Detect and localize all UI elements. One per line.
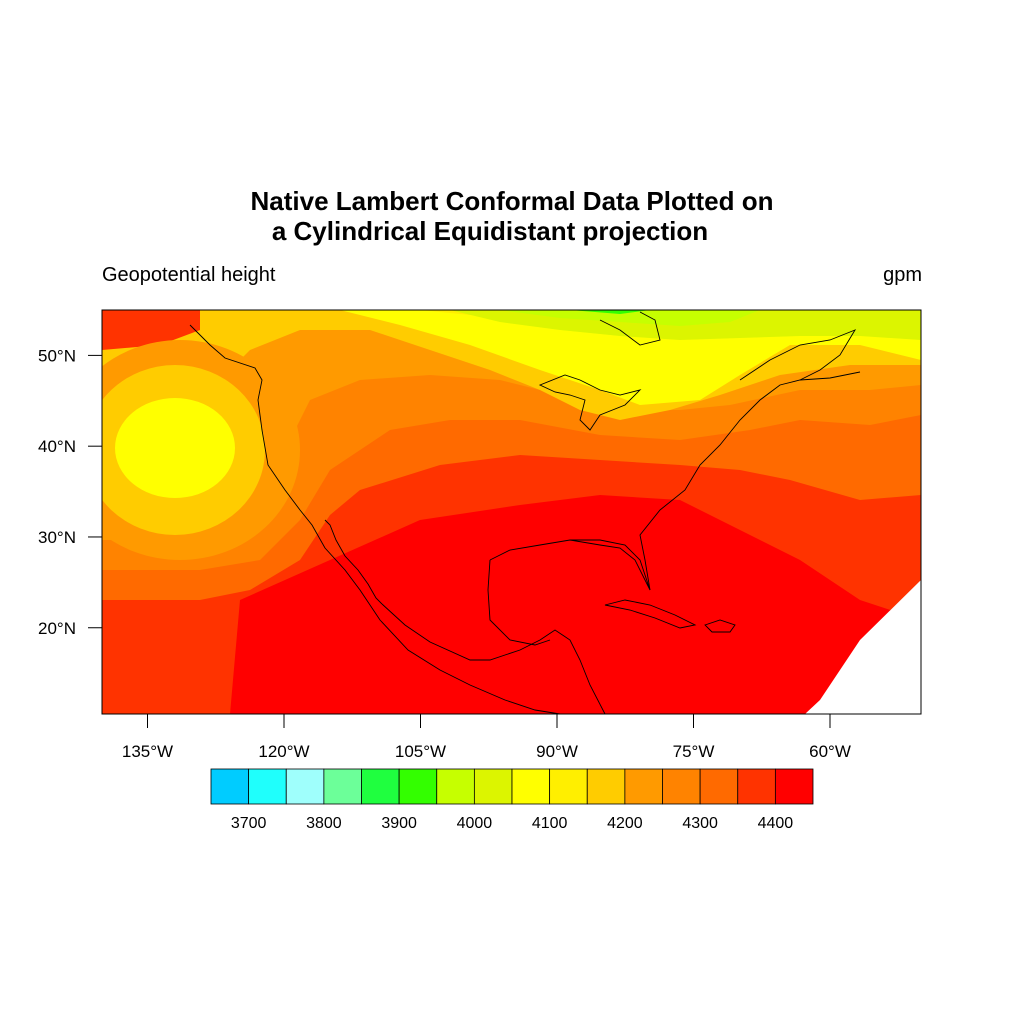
pacific-coastline [189,324,561,715]
colorbar-box [662,768,701,805]
colorbar-box [285,768,325,805]
colorbar-box [473,768,513,805]
colorbar-box [624,768,663,805]
high-ring-4150 [115,398,235,498]
mexico-gulf-shore [487,559,551,646]
contour-band-3950 [570,310,650,314]
colorbar-box [699,768,739,805]
contour-band-4000 [500,310,760,326]
colorbar-box [586,768,626,805]
lat-tick-label: 30°N [38,528,76,547]
colorbar-box [549,768,588,805]
gulf-coast [381,603,606,715]
lon-tick-label: 120°W [258,742,309,761]
lon-tick-label: 75°W [673,742,715,761]
gulf-of-mexico-coast [489,539,651,591]
colorbar-box [774,768,814,805]
plot-frame [101,309,922,715]
lat-tick-label: 50°N [38,346,76,365]
colorbar-label: 4400 [758,815,794,832]
contour-fill [102,310,921,714]
colorbar-box [737,768,776,805]
colorbar-label: 3900 [381,815,417,832]
colorbar-label: 4100 [532,815,568,832]
colorbar-label: 4000 [457,815,493,832]
colorbar-box [398,768,438,805]
canadian-maritimes [739,329,857,381]
title-line-1: Native Lambert Conformal Data Plotted on [250,186,774,216]
colorbar-box [511,768,551,805]
longitude-axis: 135°W 120°W 105°W 90°W 75°W 60°W [122,714,851,761]
lon-tick-label: 135°W [122,742,173,761]
colorbar-label: 4200 [607,815,643,832]
hudson-bay-shore [599,311,661,346]
coastlines [189,311,861,715]
colorbar-box [436,768,475,805]
variable-name: Geopotential height [102,264,276,286]
lat-tick-label: 20°N [38,619,76,638]
colorbar: 3700 3800 3900 4000 4100 4200 4300 4400 [210,768,814,832]
colorbar-box [361,768,400,805]
title-line-2: a Cylindrical Equidistant projection [271,216,709,246]
lon-tick-label: 60°W [809,742,851,761]
colorbar-box [323,768,362,805]
latitude-axis: 50°N 40°N 30°N 20°N [38,346,102,638]
colorbar-box [248,768,287,805]
great-lakes [538,374,642,431]
baja-california [324,519,383,605]
colorbar-label: 4300 [682,815,718,832]
cuba [604,599,697,629]
hispaniola [704,619,736,633]
lon-tick-label: 90°W [536,742,578,761]
contour-band-4450 [102,310,200,350]
missing-data-region [805,580,921,714]
lon-tick-label: 105°W [395,742,446,761]
contour-band-4400 [230,495,921,714]
lat-tick-label: 40°N [38,437,76,456]
colorbar-label: 3700 [231,815,267,832]
colorbar-label: 3800 [306,815,342,832]
units-label: gpm [883,264,922,286]
colorbar-box [210,768,250,805]
